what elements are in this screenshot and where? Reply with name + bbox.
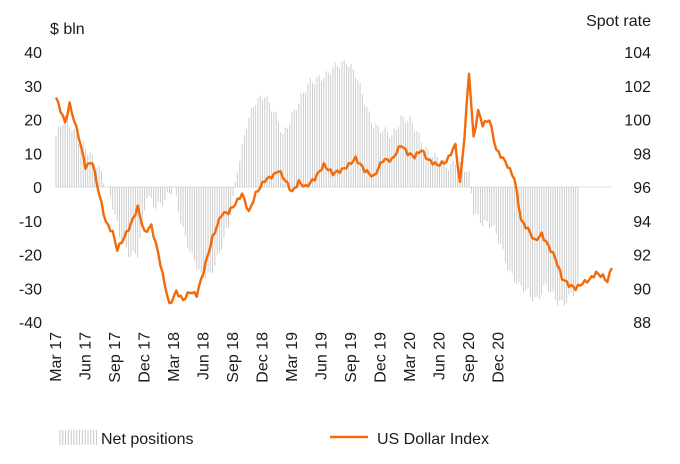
right-axis-tick-label: 102 xyxy=(624,79,651,96)
net-positions-bars xyxy=(55,59,579,306)
us-dollar-index-line xyxy=(54,72,614,305)
left-axis-tick-label: -10 xyxy=(19,214,42,231)
x-axis-tick-label: Dec 20 xyxy=(491,332,508,383)
left-axis-tick-label: 0 xyxy=(33,180,42,197)
right-axis-tick-label: 96 xyxy=(633,180,651,197)
x-axis-tick-label: Sep 19 xyxy=(343,332,360,383)
right-axis-tick-label: 104 xyxy=(624,45,651,62)
legend-us-dollar-index-label: US Dollar Index xyxy=(377,431,489,448)
x-axis-tick-label: Sep 17 xyxy=(107,332,124,383)
x-axis-ticks: Mar 17 Jun 17 Sep 17 Dec 17 Mar 18 Jun 18 Sep … xyxy=(48,332,508,383)
x-axis-tick-label: Dec 17 xyxy=(137,332,154,383)
left-axis-tick-label: 30 xyxy=(24,79,42,96)
right-axis-unit: Spot rate xyxy=(586,13,651,30)
left-axis-tick-label: 40 xyxy=(24,45,42,62)
left-axis-tick-label: 10 xyxy=(24,146,42,163)
right-axis-tick-label: 90 xyxy=(633,281,651,298)
left-axis-tick-label: -40 xyxy=(19,315,42,332)
x-axis-tick-label: Sep 20 xyxy=(461,332,478,383)
right-axis-tick-label: 98 xyxy=(633,146,651,163)
x-axis-tick-label: Mar 20 xyxy=(402,332,419,382)
x-axis-tick-label: Mar 19 xyxy=(284,332,301,382)
left-axis-tick-label: -20 xyxy=(19,248,42,265)
right-axis-tick-label: 88 xyxy=(633,315,651,332)
left-axis-tick-label: 20 xyxy=(24,113,42,130)
x-axis-tick-label: Mar 18 xyxy=(166,332,183,382)
legend: Net positions US Dollar Index xyxy=(59,430,489,448)
x-axis-tick-label: Dec 19 xyxy=(373,332,390,383)
left-axis-tick-label: -30 xyxy=(19,281,42,298)
x-axis-tick-label: Jun 18 xyxy=(196,332,213,380)
legend-net-positions-swatch xyxy=(59,430,97,445)
right-axis-ticks: 104 102 100 98 96 94 92 90 88 xyxy=(624,45,651,332)
right-axis-tick-label: 100 xyxy=(624,113,651,130)
legend-net-positions-label: Net positions xyxy=(101,431,194,448)
x-axis-tick-label: Jun 19 xyxy=(314,332,331,380)
x-axis-tick-label: Mar 17 xyxy=(48,332,65,382)
left-axis-ticks: 40 30 20 10 0 -10 -20 -30 -40 xyxy=(19,45,42,332)
x-axis-tick-label: Jun 17 xyxy=(78,332,95,380)
left-axis-unit: $ bln xyxy=(50,21,85,38)
right-axis-tick-label: 94 xyxy=(633,214,651,231)
x-axis-tick-label: Jun 20 xyxy=(432,332,449,380)
right-axis-tick-label: 92 xyxy=(633,248,651,265)
x-axis-tick-label: Sep 18 xyxy=(225,332,242,383)
x-axis-tick-label: Dec 18 xyxy=(255,332,272,383)
